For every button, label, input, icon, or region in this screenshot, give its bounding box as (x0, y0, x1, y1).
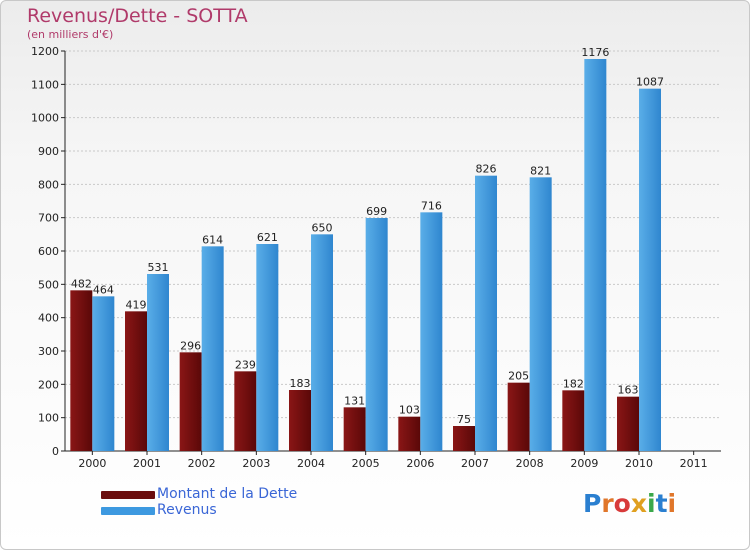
y-tick-label: 1000 (31, 112, 59, 125)
bar-revenus (311, 234, 333, 451)
proxiti-logo: Proxiti (583, 489, 676, 518)
logo-letter: P (583, 489, 602, 518)
data-label-dette: 205 (508, 370, 529, 383)
y-tick-label: 500 (38, 278, 59, 291)
bar-revenus (256, 244, 279, 451)
logo-letter: r (601, 489, 614, 518)
x-tick-label: 2008 (516, 457, 544, 470)
data-label-dette: 163 (618, 384, 639, 397)
data-label-revenus: 821 (530, 164, 551, 177)
bar-revenus (365, 218, 388, 451)
data-label-dette: 419 (126, 298, 147, 311)
data-label-dette: 296 (180, 339, 201, 352)
y-tick-label: 1100 (31, 78, 59, 91)
x-tick-label: 2005 (352, 457, 380, 470)
x-tick-label: 2001 (133, 457, 161, 470)
x-tick-label: 2004 (297, 457, 325, 470)
data-label-dette: 182 (563, 377, 584, 390)
chart-subtitle: (en milliers d'€) (27, 28, 114, 41)
legend-swatch-revenus (101, 507, 155, 515)
data-label-dette: 103 (399, 404, 420, 417)
y-tick-label: 0 (52, 445, 59, 458)
data-label-dette: 183 (290, 377, 311, 390)
logo-letter: i (647, 489, 656, 518)
legend-label-revenus: Revenus (157, 502, 217, 518)
data-label-revenus: 716 (421, 199, 442, 212)
data-label-revenus: 531 (148, 261, 169, 274)
data-label-dette: 75 (457, 413, 471, 426)
bar-revenus (420, 212, 443, 451)
data-label-revenus: 614 (202, 233, 223, 246)
bar-revenus (529, 177, 552, 452)
y-tick-label: 100 (38, 412, 59, 425)
y-tick-label: 400 (38, 312, 59, 325)
y-tick-label: 800 (38, 178, 59, 191)
x-tick-label: 2002 (188, 457, 216, 470)
data-label-revenus: 650 (312, 221, 333, 234)
bar-revenus (92, 296, 115, 451)
logo-letter: i (667, 489, 677, 518)
bar-revenus (584, 59, 607, 451)
data-label-dette: 131 (344, 394, 365, 407)
data-label-revenus: 699 (366, 205, 387, 218)
bar-dette (70, 290, 93, 451)
logo-letter: x (630, 489, 647, 518)
data-label-revenus: 1176 (581, 46, 609, 59)
data-label-revenus: 621 (257, 231, 278, 244)
bar-dette (617, 396, 639, 451)
x-tick-label: 2010 (625, 457, 653, 470)
y-tick-label: 200 (38, 378, 59, 391)
data-label-revenus: 464 (93, 283, 114, 296)
x-tick-label: 2007 (461, 457, 489, 470)
bar-dette (125, 311, 147, 451)
data-label-dette: 482 (71, 277, 92, 290)
legend-label-dette: Montant de la Dette (157, 486, 298, 502)
bar-dette (562, 390, 585, 451)
bar-dette (289, 390, 311, 451)
data-label-dette: 239 (235, 358, 256, 371)
bar-dette (453, 426, 475, 451)
chart-title: Revenus/Dette - SOTTA (27, 5, 248, 27)
bar-revenus (201, 246, 224, 451)
data-label-revenus: 826 (476, 163, 497, 176)
y-tick-label: 1200 (31, 45, 59, 58)
bar-dette (234, 371, 257, 451)
x-tick-label: 2009 (570, 457, 598, 470)
bar-revenus (475, 175, 497, 451)
x-tick-label: 2011 (680, 457, 708, 470)
x-tick-label: 2003 (242, 457, 270, 470)
y-tick-label: 300 (38, 345, 59, 358)
y-tick-label: 600 (38, 245, 59, 258)
bar-dette (398, 416, 421, 451)
x-tick-label: 2006 (406, 457, 434, 470)
bar-dette (179, 352, 202, 451)
x-tick-label: 2000 (78, 457, 106, 470)
legend-swatch-dette (101, 491, 155, 499)
logo-letter: o (613, 489, 631, 518)
y-tick-label: 700 (38, 212, 59, 225)
logo-letter: t (655, 489, 668, 518)
y-tick-label: 900 (38, 145, 59, 158)
bar-dette (507, 382, 530, 451)
data-label-revenus: 1087 (636, 76, 664, 89)
bar-dette (343, 407, 366, 451)
bar-revenus (147, 274, 169, 451)
bar-revenus (639, 88, 661, 452)
